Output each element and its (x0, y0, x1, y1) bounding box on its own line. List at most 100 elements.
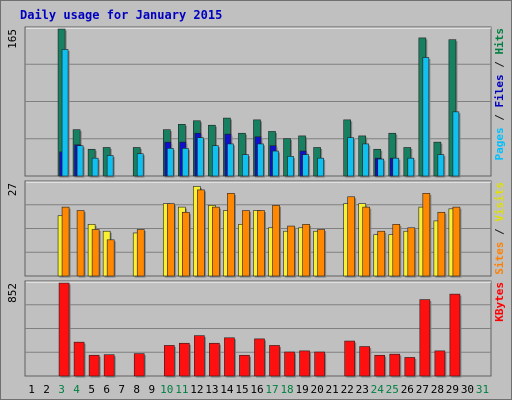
panel-hits-legend: Pages / Files / Hits (493, 28, 506, 161)
bar-sites-day-29 (452, 206, 461, 277)
x-tick-label-day-11: 11 (175, 383, 188, 396)
bar-kbytes-day-19 (299, 350, 310, 377)
panel-visits-legend: Sites / Visits (493, 182, 506, 275)
bar-sites-day-20 (317, 229, 325, 277)
bar-kbytes-day-27 (419, 299, 431, 377)
chart-title: Daily usage for January 2015 (20, 8, 222, 22)
x-tick-label-day-26: 26 (401, 383, 414, 396)
legend-sites: Sites (493, 242, 506, 275)
bar-kbytes-day-28 (434, 350, 446, 377)
x-tick-label-day-9: 9 (148, 383, 155, 396)
bar-pages-day-15 (242, 154, 249, 177)
bar-pages-day-18 (287, 156, 294, 177)
bar-sites-day-19 (302, 224, 310, 277)
bar-kbytes-day-22 (344, 340, 355, 377)
x-tick-label-day-4: 4 (73, 383, 80, 396)
panel-visits: 27 Sites / Visits (6, 180, 506, 278)
bar-pages-day-17 (272, 150, 279, 177)
x-tick-label-day-31: 31 (476, 383, 489, 396)
bar-kbytes-day-6 (103, 354, 115, 377)
bar-sites-day-15 (242, 210, 250, 277)
x-tick-label-day-2: 2 (43, 383, 50, 396)
x-tick-label-day-18: 18 (280, 383, 293, 396)
panel-hits: 165 Pages / Files / Hits (6, 26, 506, 178)
bar-sites-day-13 (212, 206, 220, 277)
x-tick-label-day-15: 15 (235, 383, 248, 396)
bar-kbytes-day-17 (269, 345, 280, 377)
x-tick-label-day-21: 21 (326, 383, 339, 396)
x-tick-label-day-24: 24 (371, 383, 385, 396)
bar-pages-day-16 (257, 143, 264, 177)
bar-sites-day-5 (91, 229, 100, 277)
bar-sites-day-4 (76, 210, 85, 277)
bar-sites-day-12 (197, 189, 205, 277)
legend-separator: / (493, 108, 506, 128)
bar-pages-day-20 (317, 157, 324, 177)
x-tick-label-day-1: 1 (28, 383, 35, 396)
bar-sites-day-17 (272, 205, 280, 277)
bar-kbytes-day-10 (163, 345, 175, 377)
bar-kbytes-day-25 (389, 353, 401, 377)
x-tick-label-day-22: 22 (341, 383, 354, 396)
x-tick-label-day-19: 19 (295, 383, 308, 396)
panel-kbytes-axis-max-label: 852 (6, 283, 19, 303)
bar-pages-day-8 (136, 153, 144, 177)
panel-visits-axis-max-label: 27 (6, 183, 19, 196)
bar-kbytes-day-3 (58, 282, 70, 377)
bar-sites-day-6 (106, 239, 115, 277)
bar-sites-day-28 (437, 211, 446, 277)
bar-kbytes-day-23 (359, 346, 371, 377)
bar-pages-day-6 (106, 155, 114, 177)
x-tick-label-day-23: 23 (356, 383, 369, 396)
bar-sites-day-27 (422, 193, 431, 277)
bar-pages-day-10 (166, 148, 174, 177)
bar-pages-day-23 (362, 143, 370, 177)
bar-pages-day-13 (212, 145, 219, 177)
legend-separator: / (493, 222, 506, 242)
x-tick-label-day-30: 30 (461, 383, 474, 396)
x-tick-label-day-16: 16 (250, 383, 263, 396)
bar-kbytes-day-24 (374, 354, 386, 377)
bar-kbytes-day-29 (449, 293, 461, 377)
bar-kbytes-day-20 (314, 351, 325, 377)
panel-kbytes-legend: KBytes (493, 282, 506, 322)
bar-kbytes-day-18 (284, 351, 295, 377)
bar-pages-day-3 (61, 49, 69, 177)
bar-kbytes-day-26 (404, 357, 416, 377)
bar-kbytes-day-15 (239, 354, 250, 377)
bar-sites-day-10 (166, 203, 175, 277)
bar-hits-day-29 (448, 39, 457, 177)
bar-sites-day-11 (182, 211, 190, 277)
bar-sites-day-26 (407, 227, 416, 277)
legend-separator: / (493, 55, 506, 75)
bar-kbytes-day-12 (194, 335, 205, 377)
bar-sites-day-3 (61, 206, 70, 277)
bar-pages-day-28 (437, 154, 445, 177)
x-tick-label-day-7: 7 (118, 383, 125, 396)
bar-sites-day-23 (362, 206, 371, 277)
bar-pages-day-22 (347, 137, 354, 177)
bar-pages-day-26 (407, 157, 415, 177)
x-tick-label-day-8: 8 (133, 383, 140, 396)
bar-sites-day-24 (377, 230, 386, 277)
x-tick-label-day-28: 28 (431, 383, 444, 396)
panel-hits-axis-max-label: 165 (6, 29, 19, 49)
x-tick-label-day-17: 17 (265, 383, 278, 396)
x-tick-label-day-29: 29 (446, 383, 459, 396)
bar-kbytes-day-5 (88, 354, 100, 377)
x-axis-day-labels: 1 2 3 4 5 6 7 8 9 10 11 12 13 14 15 16 17 18 19 20 21 22 23 24 2… (28, 383, 489, 396)
bar-sites-day-18 (287, 225, 295, 277)
bar-kbytes-day-14 (224, 337, 235, 377)
bar-sites-day-22 (347, 196, 355, 277)
legend-kbytes: KBytes (493, 282, 506, 322)
x-tick-label-day-14: 14 (220, 383, 234, 396)
chart-plots: 165 Pages / Files / Hits 27 Sites / Visits 8… (6, 26, 506, 378)
bar-pages-day-29 (452, 111, 460, 177)
x-tick-label-day-20: 20 (311, 383, 324, 396)
bar-pages-day-27 (422, 57, 430, 177)
bar-pages-day-5 (91, 157, 99, 177)
bar-sites-day-16 (257, 210, 265, 277)
bar-pages-day-25 (392, 157, 400, 177)
bar-kbytes-day-13 (209, 342, 220, 377)
